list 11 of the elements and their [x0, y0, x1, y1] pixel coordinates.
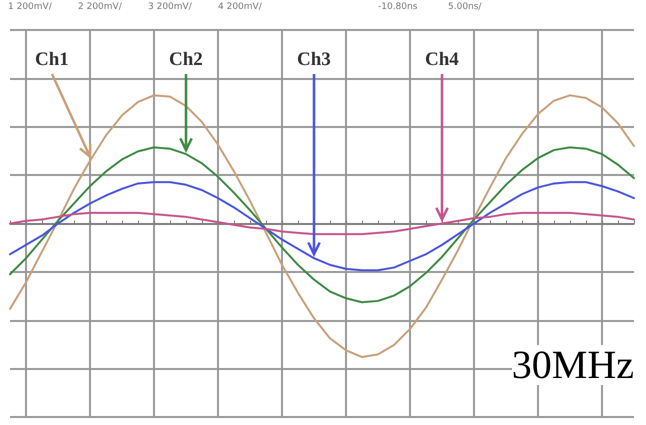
text: Ch1 — [35, 49, 69, 70]
text: Ch3 — [297, 49, 331, 70]
text: 3 200mV/ — [148, 2, 192, 12]
text: Ch2 — [169, 49, 203, 70]
annotation: 30MHz — [512, 342, 634, 387]
text: 2 200mV/ — [78, 2, 122, 12]
text: Ch4 — [425, 49, 459, 70]
text: 4 200mV/ — [218, 2, 262, 12]
text: 1 200mV/ — [8, 2, 52, 12]
text: -10.80ns — [378, 2, 418, 12]
text: 5.00ns/ — [448, 2, 482, 12]
